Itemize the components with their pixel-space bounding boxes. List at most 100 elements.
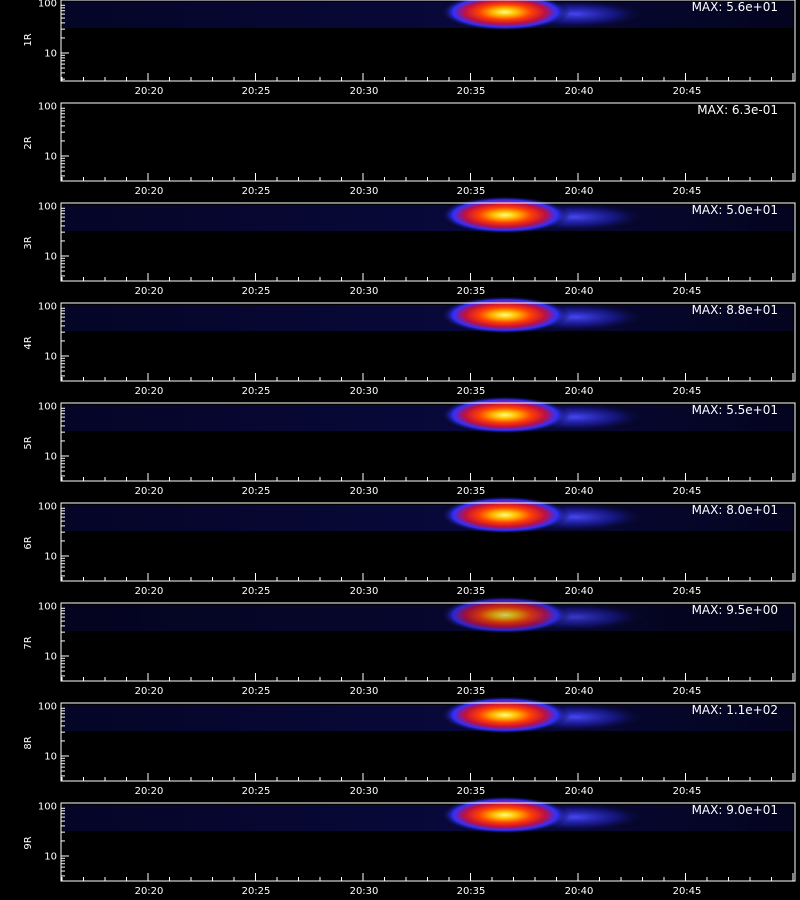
emission-hotspot (440, 0, 570, 31)
y-tick-label: 100 (38, 302, 57, 313)
x-tick-label: 20:20 (135, 286, 164, 297)
background-band (63, 305, 793, 331)
x-tick-label: 20:35 (457, 886, 486, 897)
x-tick-label: 20:30 (350, 586, 379, 597)
x-tick-label: 20:45 (673, 186, 702, 197)
panel-label: 2R (23, 136, 34, 149)
y-tick-label: 10 (44, 252, 57, 263)
x-tick-label: 20:40 (565, 686, 594, 697)
panel-6R: 100 10 20:20 20:25 20:30 20:35 20:40 20:45 6R MAX… (23, 496, 796, 597)
panel-label: 5R (23, 436, 34, 449)
max-value-label: MAX: 5.0e+01 (692, 203, 778, 217)
y-tick-label: 10 (44, 152, 57, 163)
emission-hotspot (440, 796, 570, 834)
emission-hotspot (440, 696, 570, 734)
x-tick-label: 20:35 (457, 186, 486, 197)
x-tick-label: 20:40 (565, 586, 594, 597)
x-tick-label: 20:40 (565, 886, 594, 897)
panel-2R: 100 10 20:20 20:25 20:30 20:35 20:40 20:45 2R MAX… (23, 102, 796, 197)
y-tick-label: 100 (38, 0, 57, 10)
x-tick-label: 20:35 (457, 286, 486, 297)
x-tick-label: 20:45 (673, 886, 702, 897)
panel-8R: 100 10 20:20 20:25 20:30 20:35 20:40 20:45 8R MAX… (23, 696, 796, 797)
x-tick-label: 20:20 (135, 186, 164, 197)
panel-5R: 100 10 20:20 20:25 20:30 20:35 20:40 20:45 5R MAX… (23, 396, 796, 497)
max-value-label: MAX: 8.0e+01 (692, 503, 778, 517)
panel-1R: 100 10 20:20 20:25 20:30 20:35 20:40 20:45 1R MAX… (23, 0, 796, 97)
x-tick-label: 20:20 (135, 886, 164, 897)
x-tick-label: 20:20 (135, 86, 164, 97)
emission-hotspot (440, 596, 570, 634)
x-tick-label: 20:25 (242, 186, 271, 197)
y-tick-label: 100 (38, 102, 57, 113)
panel-label: 9R (23, 836, 34, 849)
x-tick-label: 20:20 (135, 686, 164, 697)
y-tick-label: 100 (38, 802, 57, 813)
y-tick-label: 10 (44, 652, 57, 663)
x-tick-label: 20:35 (457, 586, 486, 597)
x-tick-label: 20:35 (457, 686, 486, 697)
background-band (63, 2, 793, 28)
x-tick-label: 20:25 (242, 86, 271, 97)
x-tick-label: 20:20 (135, 586, 164, 597)
x-tick-label: 20:30 (350, 786, 379, 797)
y-tick-label: 10 (44, 452, 57, 463)
x-tick-label: 20:40 (565, 286, 594, 297)
x-tick-label: 20:20 (135, 386, 164, 397)
x-tick-label: 20:20 (135, 486, 164, 497)
panel-3R: 100 10 20:20 20:25 20:30 20:35 20:40 20:45 3R MAX… (23, 196, 796, 297)
max-value-label: MAX: 5.6e+01 (692, 0, 778, 14)
emission-hotspot (440, 296, 570, 334)
x-tick-label: 20:45 (673, 286, 702, 297)
panel-label: 3R (23, 236, 34, 249)
background-band (63, 705, 793, 731)
x-tick-label: 20:45 (673, 86, 702, 97)
y-tick-label: 100 (38, 702, 57, 713)
x-tick-label: 20:25 (242, 886, 271, 897)
y-tick-label: 10 (44, 352, 57, 363)
panel-label: 8R (23, 736, 34, 749)
x-tick-label: 20:40 (565, 86, 594, 97)
x-tick-label: 20:35 (457, 786, 486, 797)
background-band (63, 205, 793, 231)
x-tick-label: 20:45 (673, 486, 702, 497)
y-tick-label: 10 (44, 552, 57, 563)
background-band (63, 505, 793, 531)
max-value-label: MAX: 6.3e-01 (697, 103, 778, 117)
panel-7R: 100 10 20:20 20:25 20:30 20:35 20:40 20:45 7R MAX… (23, 596, 796, 697)
x-tick-label: 20:45 (673, 386, 702, 397)
max-value-label: MAX: 9.0e+01 (692, 803, 778, 817)
emission-hotspot (440, 396, 570, 434)
x-tick-label: 20:20 (135, 786, 164, 797)
x-tick-label: 20:45 (673, 686, 702, 697)
x-tick-label: 20:25 (242, 786, 271, 797)
background-band (63, 605, 793, 631)
panel-label: 6R (23, 536, 34, 549)
panel-4R: 100 10 20:20 20:25 20:30 20:35 20:40 20:45 4R MAX… (23, 296, 796, 397)
x-tick-label: 20:35 (457, 386, 486, 397)
panel-label: 1R (23, 33, 34, 46)
emission-hotspot (440, 496, 570, 534)
x-tick-label: 20:30 (350, 886, 379, 897)
background-band (63, 405, 793, 431)
max-value-label: MAX: 8.8e+01 (692, 303, 778, 317)
max-value-label: MAX: 1.1e+02 (692, 703, 778, 717)
x-tick-label: 20:30 (350, 686, 379, 697)
y-tick-label: 10 (44, 752, 57, 763)
x-tick-label: 20:30 (350, 286, 379, 297)
panel-label: 7R (23, 636, 34, 649)
emission-hotspot (440, 196, 570, 234)
x-tick-label: 20:30 (350, 486, 379, 497)
x-tick-label: 20:40 (565, 486, 594, 497)
panel-9R: 100 10 20:20 20:25 20:30 20:35 20:40 20:45 9R MAX… (23, 796, 796, 897)
x-tick-label: 20:30 (350, 386, 379, 397)
x-tick-label: 20:25 (242, 286, 271, 297)
panel-label: 4R (23, 336, 34, 349)
x-tick-label: 20:40 (565, 786, 594, 797)
y-tick-label: 100 (38, 202, 57, 213)
max-value-label: MAX: 5.5e+01 (692, 403, 778, 417)
x-tick-label: 20:30 (350, 186, 379, 197)
x-tick-label: 20:30 (350, 86, 379, 97)
max-value-label: MAX: 9.5e+00 (692, 603, 778, 617)
